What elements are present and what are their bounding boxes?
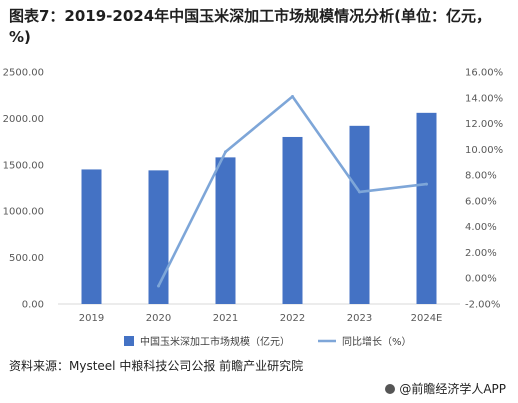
y-right-tick-label: 8.00% <box>465 171 497 182</box>
y-left-tick-label: 2500.00 <box>3 68 44 79</box>
brand-label: @前瞻经济学人APP <box>385 380 506 397</box>
bar-2022 <box>282 136 303 304</box>
bar-2024E <box>416 112 437 304</box>
source-note: 资料来源：Mysteel 中粮科技公司公报 前瞻产业研究院 <box>9 359 304 373</box>
y-left-tick-label: 500.00 <box>9 253 44 264</box>
brand-logo-icon <box>385 384 396 394</box>
growth-point-2023 <box>358 190 361 194</box>
legend-swatch-bars <box>124 336 134 346</box>
x-tick-label: 2020 <box>146 313 171 324</box>
y-right-tick-label: 4.00% <box>465 222 497 233</box>
x-tick-label: 2022 <box>280 313 305 324</box>
legend-label-bars: 中国玉米深加工市场规模（亿元） <box>140 335 290 348</box>
y-left-tick-label: 1000.00 <box>3 207 44 218</box>
x-tick-label: 2023 <box>347 313 372 324</box>
brand-text: @前瞻经济学人APP <box>399 382 506 396</box>
x-tick-label: 2019 <box>79 313 104 324</box>
legend-label-line: 同比增长（%） <box>342 335 412 348</box>
y-right-tick-label: 16.00% <box>465 68 503 79</box>
y-left-tick-label: 1500.00 <box>3 160 44 171</box>
y-right-tick-label: -2.00% <box>465 300 500 311</box>
bar-2023 <box>349 125 370 304</box>
bar-2020 <box>148 170 169 304</box>
growth-point-2020 <box>157 284 160 288</box>
growth-point-2021 <box>224 150 227 154</box>
chart-title: 图表7：2019-2024年中国玉米深加工市场规模情况分析(单位：亿元，%) <box>9 7 492 46</box>
y-right-tick-label: 6.00% <box>465 196 497 207</box>
y-right-tick-label: 12.00% <box>465 119 503 130</box>
bar-2021 <box>215 157 236 304</box>
x-tick-label: 2024E <box>411 313 443 324</box>
growth-point-2022 <box>291 94 294 98</box>
y-left-tick-label: 2000.00 <box>3 114 44 125</box>
y-right-tick-label: 0.00% <box>465 274 497 285</box>
y-right-tick-label: 2.00% <box>465 248 497 259</box>
growth-point-2024E <box>425 182 428 186</box>
y-left-tick-label: 0.00 <box>22 300 44 311</box>
y-right-tick-label: 14.00% <box>465 93 503 104</box>
x-tick-label: 2021 <box>213 313 238 324</box>
bar-2019 <box>81 169 102 304</box>
y-right-tick-label: 10.00% <box>465 145 503 156</box>
